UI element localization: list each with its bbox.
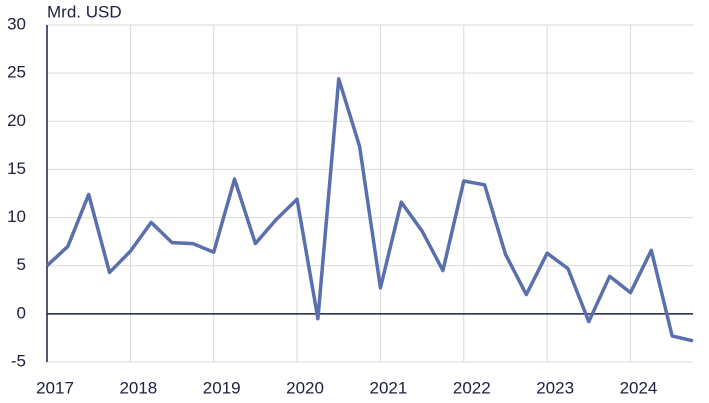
y-tick-label: 15 (7, 159, 26, 178)
x-tick-label: 2023 (536, 378, 574, 397)
x-tick-label: 2018 (119, 378, 157, 397)
x-tick-label: 2017 (36, 378, 74, 397)
x-tick-label: 2020 (286, 378, 324, 397)
x-tick-label: 2024 (620, 378, 658, 397)
y-tick-label: -5 (11, 351, 26, 370)
y-tick-label: 25 (7, 63, 26, 82)
x-tick-label: 2022 (453, 378, 491, 397)
y-tick-label: 0 (17, 303, 26, 322)
y-axis-label: Mrd. USD (47, 2, 122, 21)
x-tick-label: 2021 (370, 378, 408, 397)
x-tick-label: 2019 (203, 378, 241, 397)
y-tick-label: 10 (7, 207, 26, 226)
y-tick-label: 20 (7, 111, 26, 130)
y-tick-label: 5 (17, 255, 26, 274)
line (45, 77, 694, 343)
y-tick-label: 30 (7, 14, 26, 33)
